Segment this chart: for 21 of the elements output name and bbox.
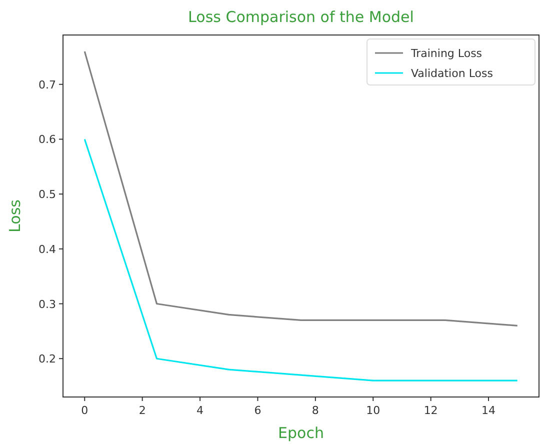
chart-title: Loss Comparison of the Model bbox=[188, 8, 414, 26]
x-tick-label: 10 bbox=[366, 404, 380, 417]
x-tick-label: 14 bbox=[482, 404, 496, 417]
y-tick-label: 0.7 bbox=[38, 78, 56, 92]
y-axis-title: Loss bbox=[6, 199, 24, 232]
legend-label: Validation Loss bbox=[411, 67, 494, 80]
x-tick-label: 0 bbox=[81, 404, 88, 417]
y-tick-label: 0.6 bbox=[38, 133, 56, 146]
line-series bbox=[84, 138, 518, 382]
x-tick-label: 12 bbox=[424, 404, 438, 417]
y-tick-label: 0.3 bbox=[38, 298, 56, 311]
x-axis-title: Epoch bbox=[278, 424, 324, 442]
legend-label: Training Loss bbox=[410, 47, 482, 60]
x-tick-label: 2 bbox=[138, 404, 146, 417]
y-tick-label: 0.5 bbox=[38, 188, 56, 202]
x-tick-label: 6 bbox=[254, 404, 262, 417]
x-tick-label: 4 bbox=[196, 404, 204, 417]
line-series bbox=[84, 50, 518, 326]
y-tick-label: 0.2 bbox=[38, 352, 56, 366]
x-tick-label: 8 bbox=[312, 404, 319, 417]
y-tick-label: 0.4 bbox=[38, 242, 56, 256]
